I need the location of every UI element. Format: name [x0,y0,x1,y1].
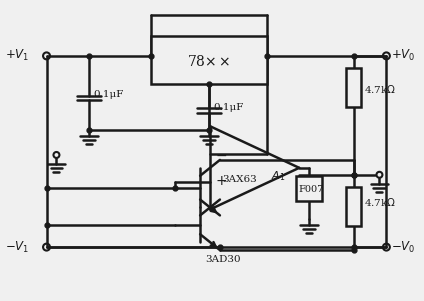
Text: 3AX63: 3AX63 [222,175,257,184]
Bar [346,187,361,226]
Text: $+$: $+$ [215,174,227,188]
Text: $-V_0$: $-V_0$ [391,240,416,255]
Text: $+V_1$: $+V_1$ [5,48,29,64]
Text: $-V_1$: $-V_1$ [5,240,29,255]
Text: 0.1μF: 0.1μF [213,103,243,112]
Bar [296,176,322,200]
Text: 4.7k$\Omega$: 4.7k$\Omega$ [364,82,396,95]
Text: $+V_0$: $+V_0$ [391,48,416,64]
Text: F007: F007 [298,185,324,194]
Text: $A_1$: $A_1$ [271,169,286,183]
Bar [151,36,268,84]
Text: 0.1μF: 0.1μF [93,90,123,99]
Text: 4.7k$\Omega$: 4.7k$\Omega$ [364,196,396,207]
Text: 78$\times\times$: 78$\times\times$ [187,54,231,69]
Text: $-$: $-$ [215,148,227,162]
Bar [346,68,361,107]
Text: 3AD30: 3AD30 [205,256,241,265]
